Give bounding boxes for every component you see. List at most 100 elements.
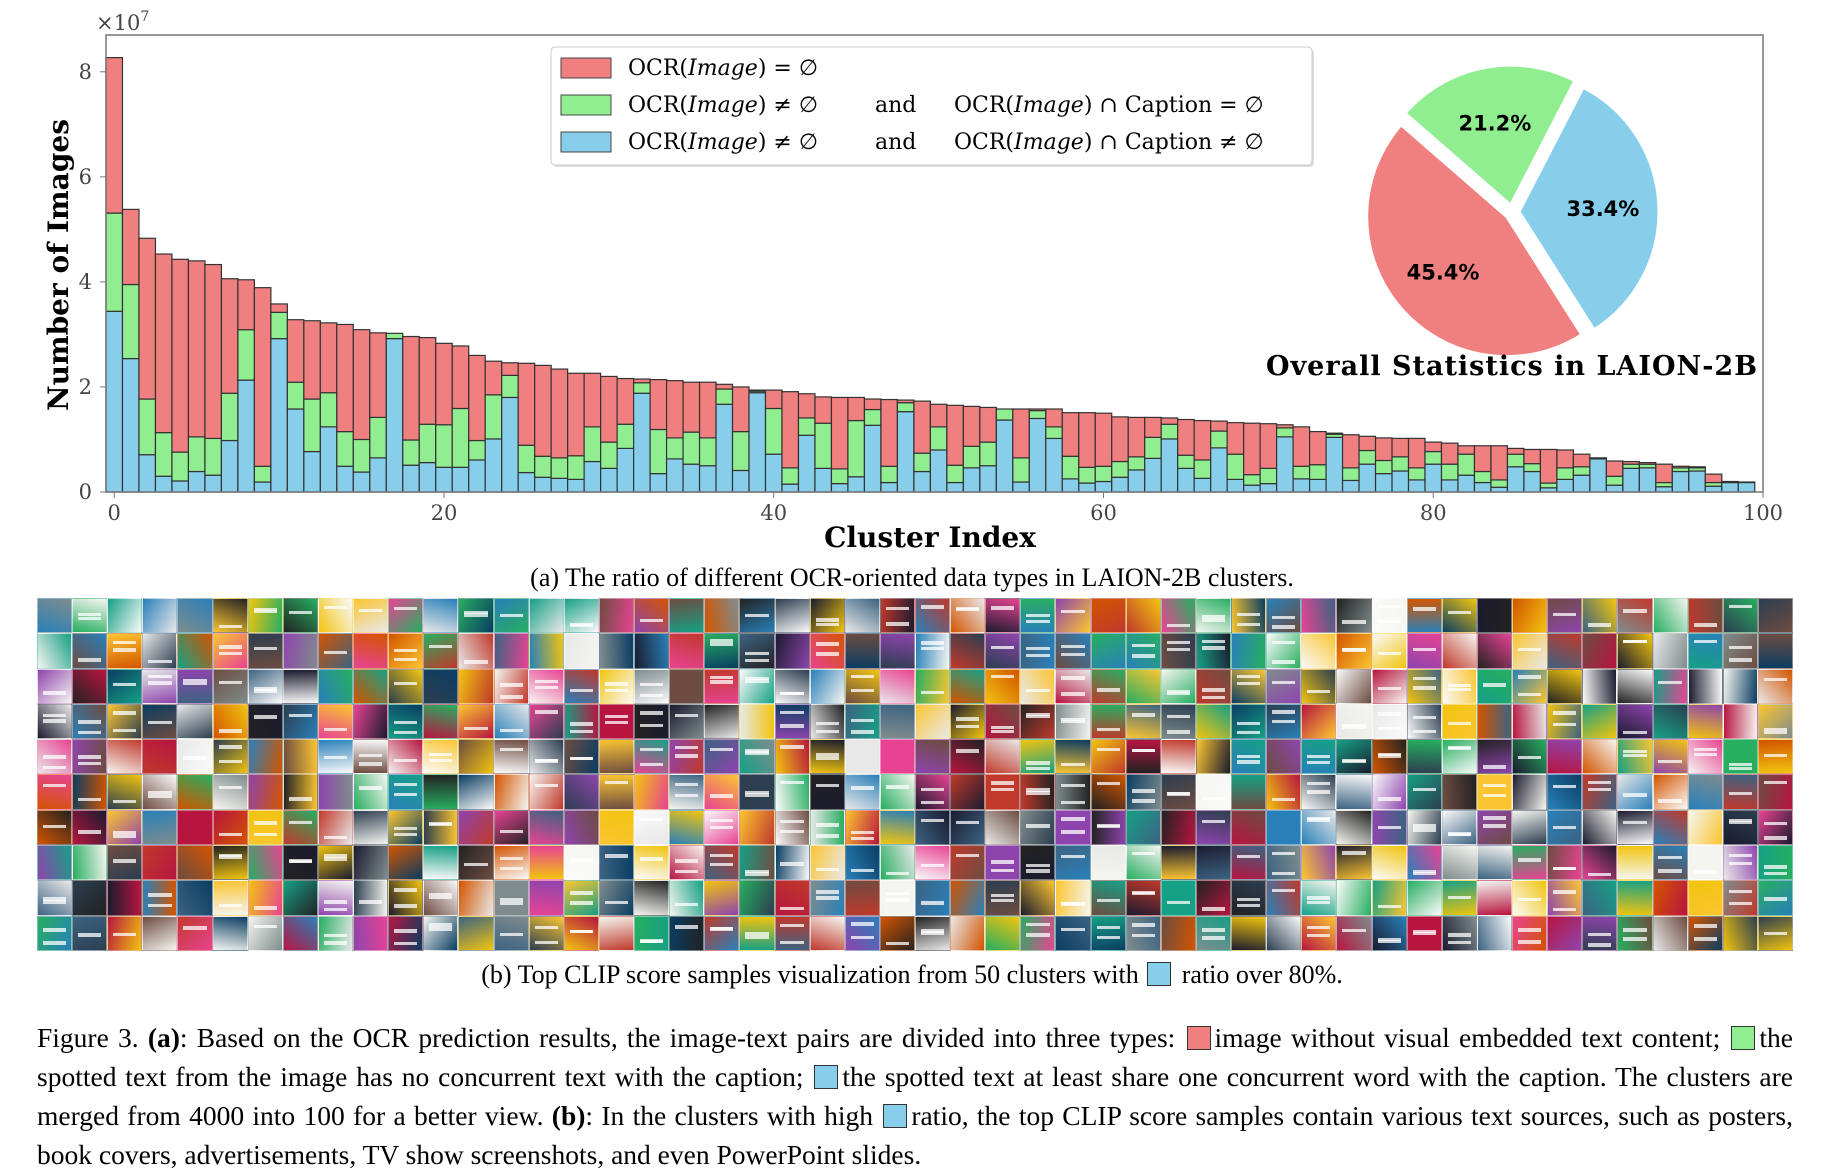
sample-thumbnail [528,598,564,634]
sample-thumbnail [669,633,705,669]
sample-thumbnail [1722,915,1758,951]
thumbnail-text-stripe [850,730,874,734]
sample-thumbnail [1652,774,1688,810]
bar-text-overlap [1358,463,1377,493]
sample-thumbnail [1266,809,1302,846]
sample-thumbnail [844,633,880,669]
thumbnail-text-stripe [640,939,664,943]
thumbnail-text-stripe [1131,654,1155,658]
sample-thumbnail [72,598,108,634]
thumbnail-text-stripe [1166,715,1190,719]
thumbnail-text-stripe [920,800,945,804]
bar-text-overlap [1210,447,1228,493]
thumbnail-text-stripe [78,658,102,662]
thumbnail-text-stripe [394,720,418,724]
sample-thumbnail [1301,598,1337,634]
sample-thumbnail [142,809,178,846]
sample-thumbnail [1617,845,1653,881]
x-tick-label: 20 [431,501,458,525]
bar-text-no-overlap [319,392,338,428]
sample-thumbnail [1160,703,1196,740]
sample-thumbnail [1582,880,1618,916]
thumbnail-text-stripe [1623,754,1647,758]
thumbnail-text-stripe [1061,800,1085,805]
caption-b: (b) Top CLIP score samples visualization… [0,960,1824,990]
sample-thumbnail [914,845,951,881]
thumbnail-text-stripe [1026,653,1050,658]
bar-text-overlap [1638,467,1657,493]
thumbnail-text-stripe [1061,928,1085,932]
bar-no-text [1572,453,1591,468]
sample-thumbnail [282,809,318,846]
thumbnail-text-stripe [42,900,67,904]
sample-thumbnail [1476,774,1513,810]
thumbnail-text-stripe [815,867,839,872]
bar-no-text [1688,466,1706,469]
bar-text-no-overlap [567,455,585,480]
bar-text-overlap [418,461,437,493]
thumbnail-text-stripe [78,933,102,937]
thumbnail-text-stripe [1026,788,1050,792]
bar-no-text [698,381,717,439]
sample-thumbnail [704,598,740,634]
thumbnail-text-stripe [780,906,804,910]
sample-thumbnail [774,739,810,775]
thumbnail-text-stripe [920,787,945,792]
thumbnail-text-stripe [1026,923,1050,927]
sample-thumbnail [1266,845,1302,881]
thumbnail-text-stripe [1131,923,1155,927]
thumbnail-text-stripe [1272,625,1296,629]
thumbnail-text-stripe [745,793,769,797]
thumbnail-text-stripe [1447,721,1471,725]
bar-text-overlap [1424,463,1443,493]
sample-thumbnail [1441,739,1477,775]
bar-text-no-overlap [204,437,223,476]
thumbnail-text-stripe [1447,832,1471,836]
sample-thumbnail [1055,880,1091,916]
sample-thumbnail [1652,915,1688,951]
thumbnail-text-stripe [1447,688,1471,692]
thumbnail-text-stripe [920,931,945,935]
bar-text-overlap [1094,480,1113,493]
x-tick-label: 60 [1090,501,1117,525]
thumbnail-text-stripe [920,646,945,651]
sample-thumbnail [353,739,389,775]
thumbnail-text-stripe [113,834,137,839]
sample-thumbnail [809,809,845,846]
sample-thumbnail [704,633,740,669]
thumbnail-text-stripe [1201,695,1226,699]
thumbnail-text-stripe [1061,719,1085,724]
thumbnail-text-stripe [991,787,1015,791]
bar-no-text [1210,420,1228,432]
thumbnail-text-stripe [850,674,874,678]
thumbnail-text-stripe [745,676,769,680]
bar-text-overlap [1226,478,1245,493]
sample-thumbnail [1687,774,1723,810]
thumbnail-text-stripe [1553,784,1577,789]
thumbnail-text-stripe [780,710,804,715]
sample-thumbnail [1055,774,1091,810]
sample-thumbnail [1195,739,1232,775]
sample-thumbnail [1617,809,1653,846]
bar-text-no-overlap [1539,482,1558,489]
thumbnail-text-stripe [1412,828,1436,832]
thumbnail-text-stripe [429,927,453,931]
thumbnail-text-stripe [1412,607,1436,611]
sample-thumbnail [177,845,213,881]
thumbnail-text-stripe [323,900,348,904]
bar-no-text [253,287,272,467]
bar-text-overlap [237,379,255,493]
thumbnail-text-stripe [1166,730,1190,734]
thumbnail-text-stripe [499,728,523,733]
thumbnail-text-stripe [1447,940,1471,945]
thumbnail-text-stripe [78,612,102,617]
sample-thumbnail [458,598,494,634]
x-tick-label: 100 [1743,501,1783,525]
thumbnail-text-stripe [569,757,593,761]
bar-text-no-overlap [418,423,437,464]
thumbnail-text-stripe [780,819,804,824]
thumbnail-text-stripe [394,759,418,763]
sample-thumbnail [1582,845,1618,881]
thumbnail-text-stripe [1377,619,1401,623]
bar-text-overlap [962,467,981,493]
